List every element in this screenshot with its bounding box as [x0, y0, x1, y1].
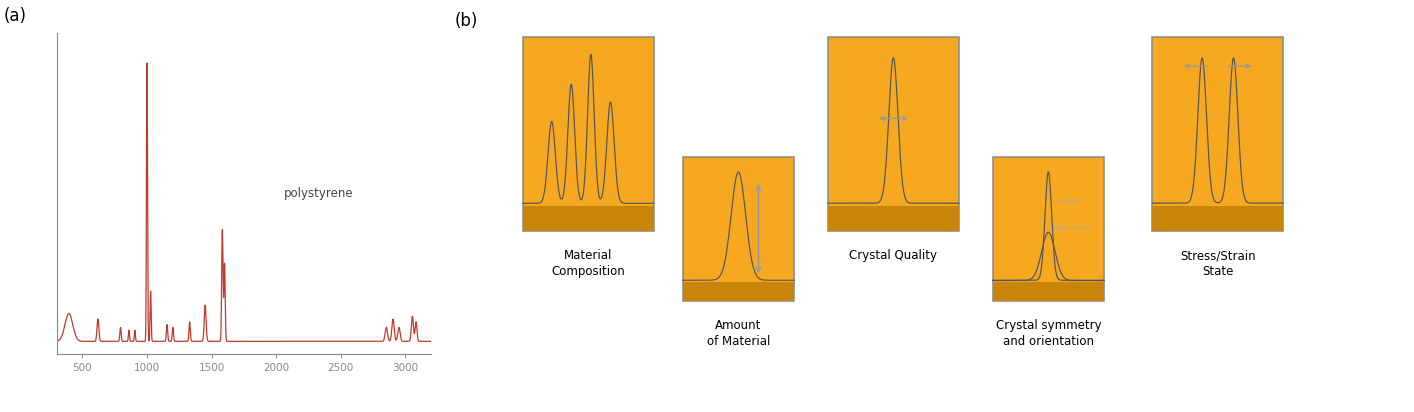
Text: Crystal Quality: Crystal Quality	[850, 249, 937, 262]
Polygon shape	[523, 37, 653, 231]
Text: (b): (b)	[455, 12, 478, 30]
Text: polystyrene: polystyrene	[284, 187, 354, 200]
Polygon shape	[1152, 206, 1284, 231]
Polygon shape	[829, 206, 959, 231]
Text: perpendicular: perpendicular	[1053, 225, 1092, 229]
Polygon shape	[829, 37, 959, 231]
Polygon shape	[523, 206, 653, 231]
Text: Stress/Strain
State: Stress/Strain State	[1181, 249, 1256, 278]
Text: Amount
of Material: Amount of Material	[707, 319, 771, 348]
Polygon shape	[993, 157, 1104, 301]
Text: Material
Composition: Material Composition	[551, 249, 625, 278]
Polygon shape	[1152, 37, 1284, 231]
Polygon shape	[683, 282, 795, 301]
Polygon shape	[993, 282, 1104, 301]
Polygon shape	[683, 157, 795, 301]
Text: (a): (a)	[4, 7, 27, 25]
Text: Crystal symmetry
and orientation: Crystal symmetry and orientation	[995, 319, 1102, 348]
Text: parallel: parallel	[1058, 199, 1080, 204]
